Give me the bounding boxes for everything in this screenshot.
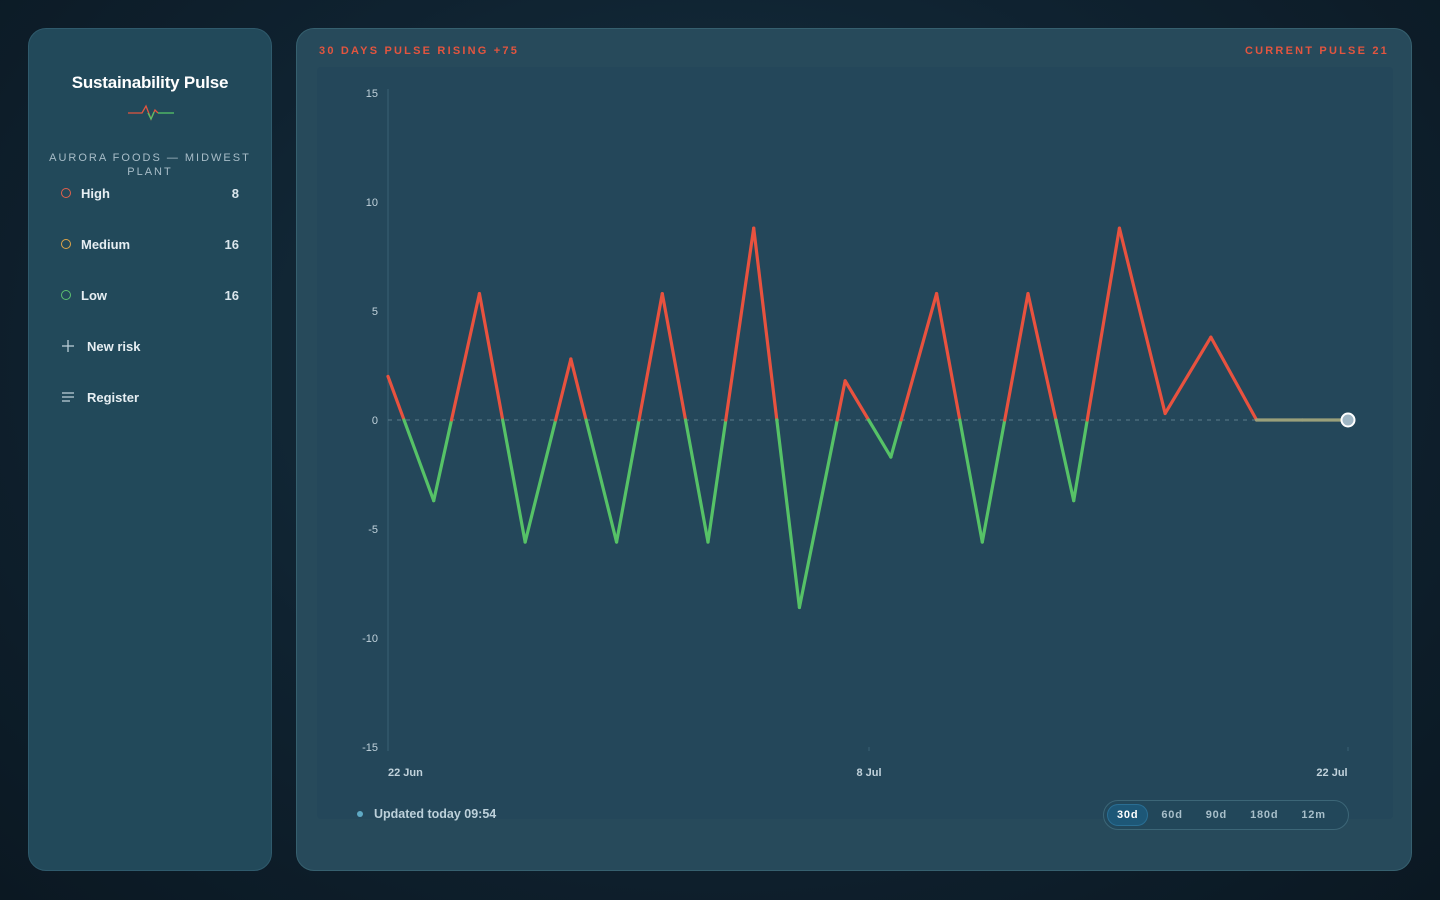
series-segment: [1054, 418, 1076, 503]
plus-icon: [62, 340, 74, 352]
pulse-chart: 15 10 5 0 -5 -10 -15 22 Jun 8 Jul 22 Jul: [362, 88, 1356, 779]
x-tick-label: 22 Jul: [1316, 767, 1347, 779]
x-tick-label: 22 Jun: [388, 767, 423, 779]
last-updated: Updated today 09:54: [357, 807, 496, 821]
series-segment: [402, 418, 436, 503]
y-tick-label: 15: [366, 88, 378, 100]
level-label: Medium: [81, 236, 131, 252]
level-count: 16: [224, 236, 239, 252]
new-risk-button[interactable]: New risk: [61, 336, 239, 356]
low-ring-icon: [61, 290, 71, 300]
range-30d-button[interactable]: 30d: [1107, 804, 1149, 826]
series-segment: [835, 379, 847, 422]
series-segment: [775, 418, 802, 610]
medium-ring-icon: [61, 239, 71, 249]
series-segment: [867, 418, 893, 459]
series-segment: [724, 226, 756, 422]
new-risk-label: New risk: [87, 338, 141, 354]
series-segment: [1117, 226, 1167, 416]
series-segment: [569, 357, 588, 422]
level-count: 8: [231, 185, 239, 201]
sidebar: Sustainability Pulse AURORA FOODS — MIDW…: [28, 28, 272, 871]
series-segment: [637, 291, 664, 422]
register-button[interactable]: Register: [61, 387, 239, 407]
current-point-marker: [1340, 412, 1356, 428]
current-pulse-header: CURRENT PULSE 21: [1245, 45, 1389, 57]
y-tick-label: 10: [366, 197, 378, 209]
series-segment: [614, 418, 641, 544]
series-segment: [889, 418, 903, 459]
series-segment: [752, 226, 779, 422]
chart-area: [317, 67, 1393, 819]
series-segment: [1072, 418, 1089, 503]
series-segment: [1085, 226, 1122, 422]
updated-text: Updated today 09:54: [374, 807, 497, 821]
high-ring-icon: [61, 188, 71, 198]
level-filter-high[interactable]: High 8: [61, 183, 239, 203]
series-segment: [683, 418, 710, 544]
x-tick-label: 8 Jul: [856, 767, 881, 779]
series-segment: [958, 418, 984, 544]
y-tick-label: -10: [362, 633, 378, 645]
series-segment: [899, 291, 939, 422]
series-segment: [660, 291, 688, 422]
app-title: Sustainability Pulse: [71, 73, 229, 92]
series-segment: [584, 418, 619, 544]
list-icon: [62, 392, 74, 402]
series-segment: [1026, 291, 1058, 422]
pulse-panel: 30 DAYS PULSE RISING +75 CURRENT PULSE 2…: [296, 28, 1412, 871]
series-segment: [797, 418, 839, 610]
pulse-trend-header: 30 DAYS PULSE RISING +75: [319, 45, 520, 57]
level-label: Low: [81, 287, 107, 303]
range-selector: 30d 60d 90d 180d 12m: [1103, 800, 1349, 830]
series-segment: [1003, 291, 1030, 422]
range-180d-button[interactable]: 180d: [1250, 809, 1279, 821]
series-segment: [449, 291, 482, 422]
series-segment: [706, 418, 728, 544]
series-segment: [477, 291, 505, 422]
level-label: High: [81, 185, 110, 201]
range-12m-button[interactable]: 12m: [1301, 809, 1326, 821]
range-60d-button[interactable]: 60d: [1161, 809, 1183, 821]
y-tick-label: 5: [372, 306, 378, 318]
level-filter-low[interactable]: Low 16: [61, 285, 239, 305]
series-segment: [980, 418, 1007, 544]
range-90d-button[interactable]: 90d: [1205, 809, 1228, 821]
series-segment: [1209, 335, 1259, 422]
y-tick-label: -5: [368, 524, 378, 536]
level-filter-medium[interactable]: Medium 16: [61, 234, 239, 254]
y-tick-label: -15: [362, 742, 378, 754]
series-segment: [386, 374, 406, 422]
y-tick-label: 0: [372, 415, 378, 427]
status-dot-icon: [357, 811, 363, 817]
series-segment: [843, 379, 871, 422]
series-segment: [554, 357, 573, 422]
series-segment: [432, 418, 454, 503]
series-segment: [501, 418, 527, 544]
pulse-logo-icon: [128, 104, 174, 121]
series-segment: [523, 418, 558, 544]
organization-name: AURORA FOODS — MIDWEST PLANT: [49, 152, 251, 178]
series-segment: [1163, 335, 1213, 416]
series-segment: [934, 291, 962, 422]
register-label: Register: [87, 389, 140, 405]
level-count: 16: [224, 287, 239, 303]
